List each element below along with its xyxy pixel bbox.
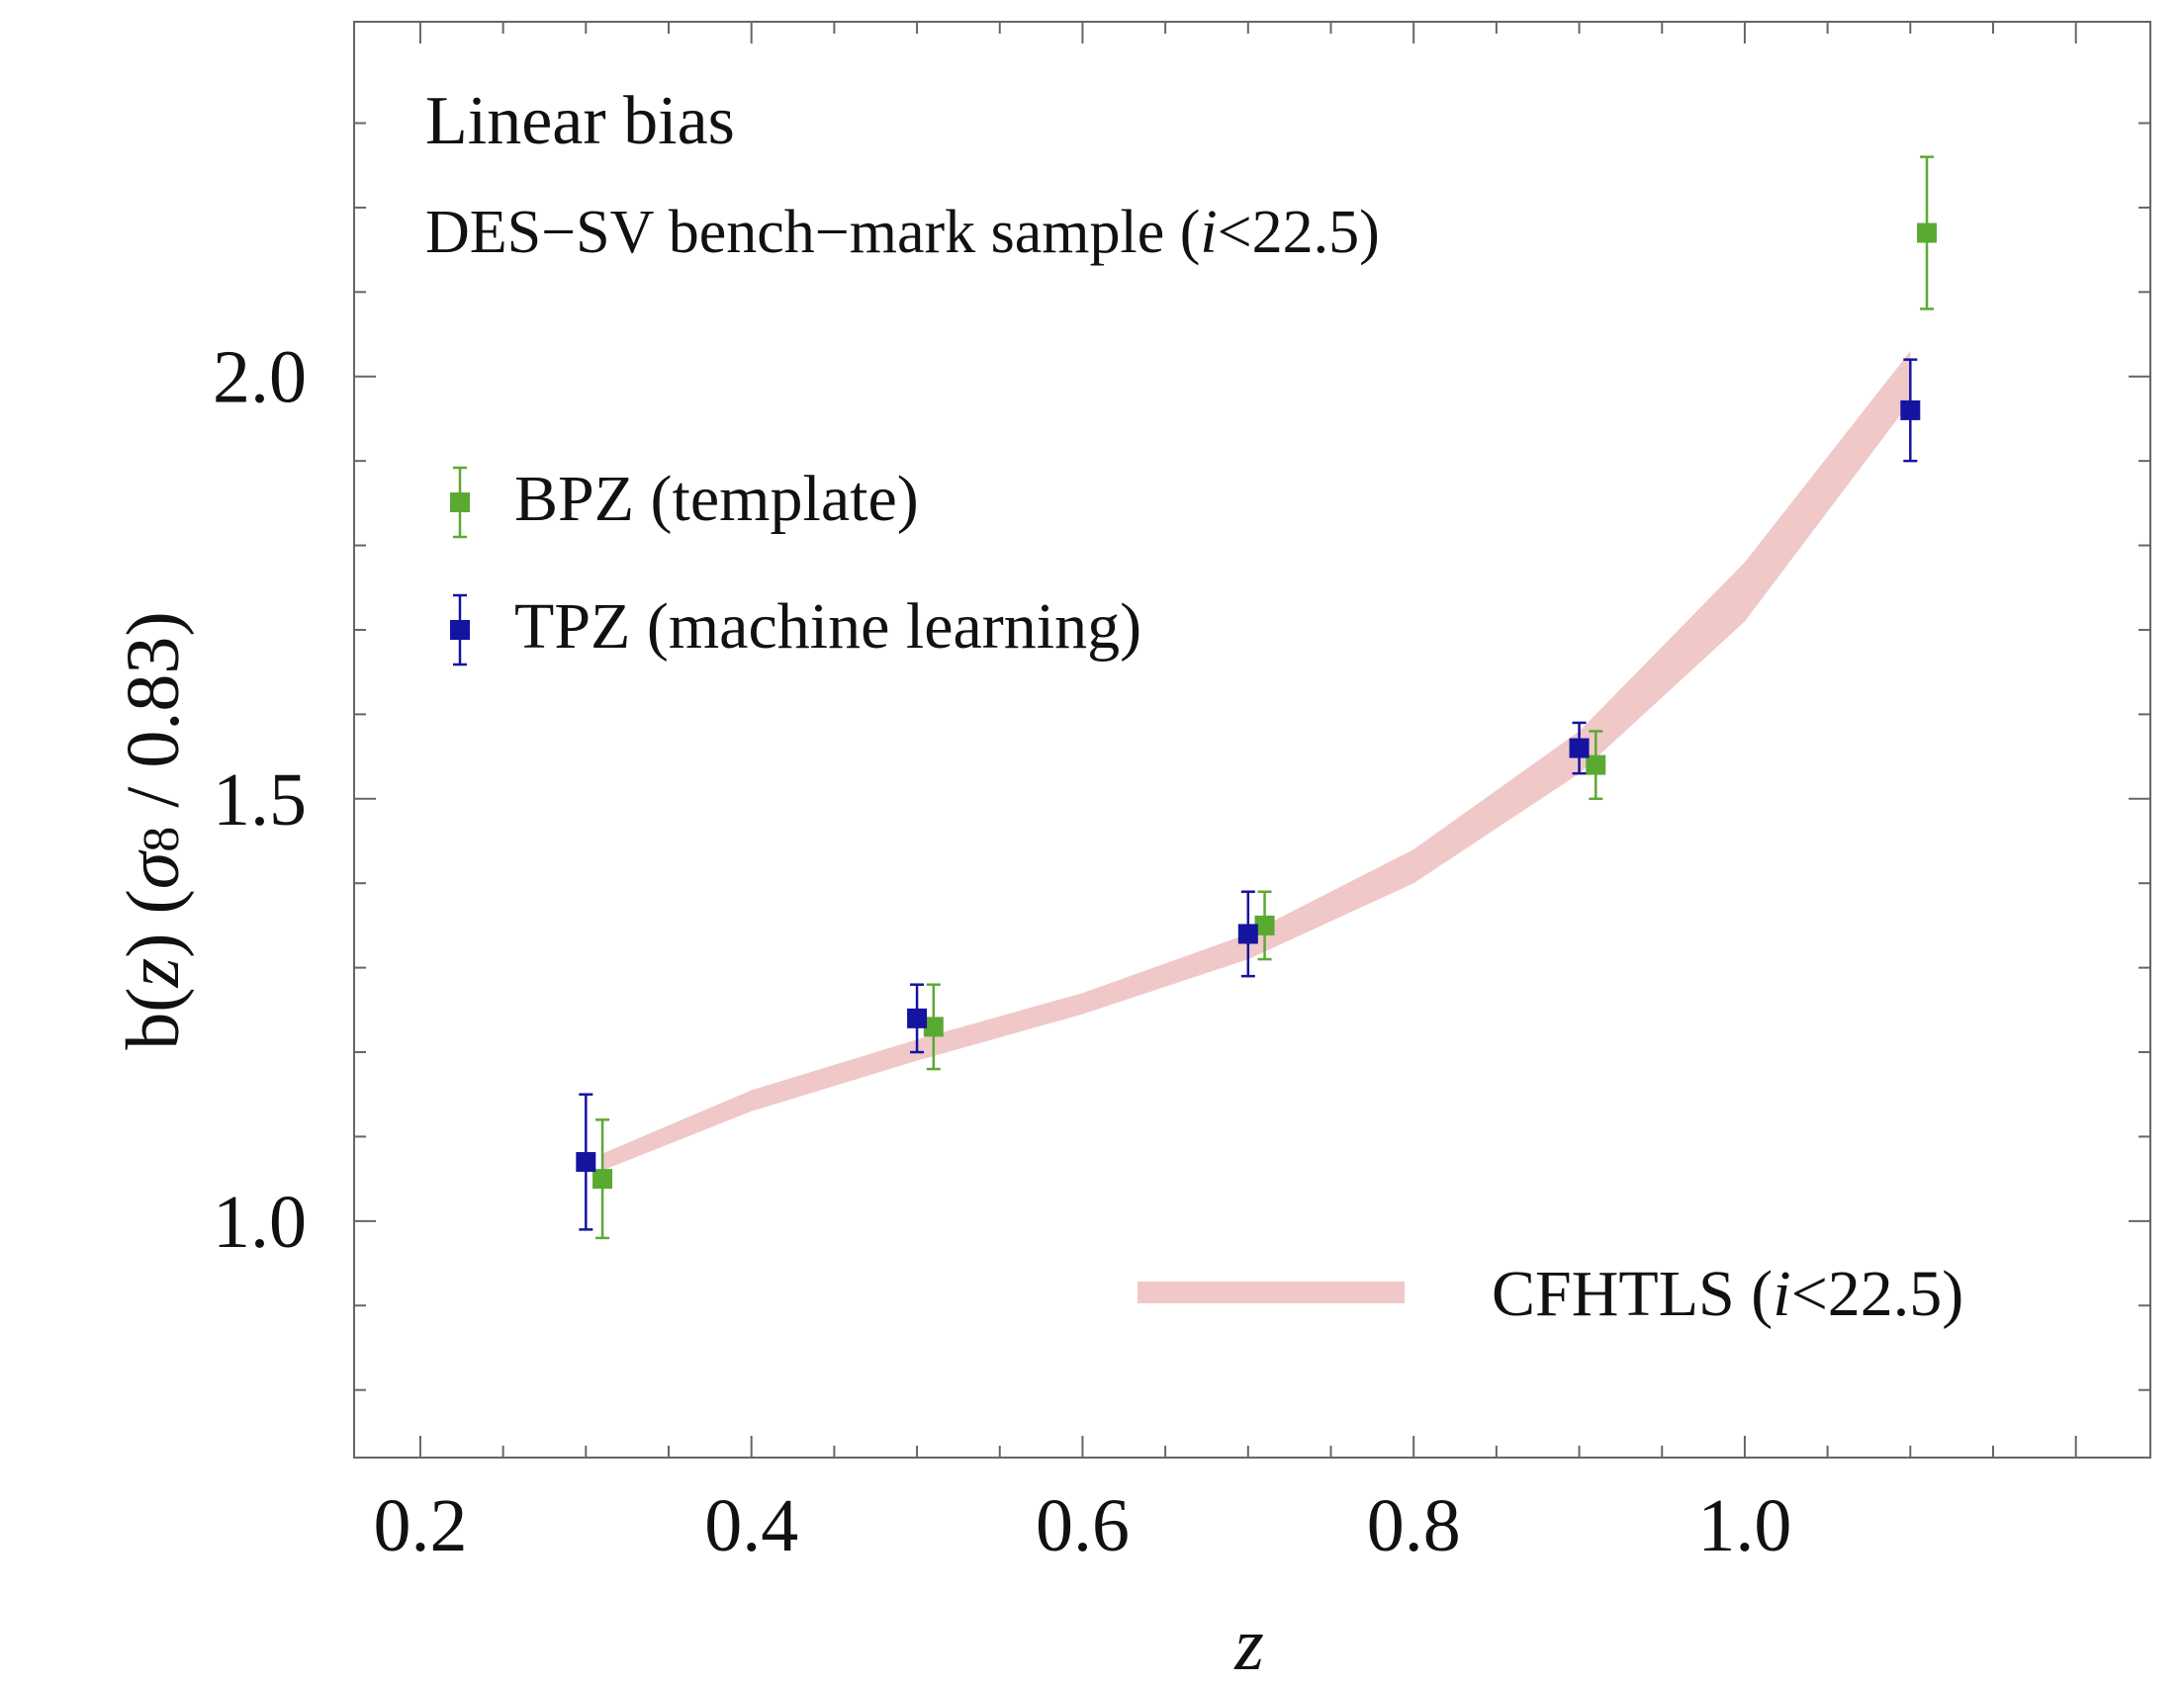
marker	[1917, 222, 1938, 243]
bpz-point	[1917, 155, 1938, 310]
marker	[923, 1017, 944, 1037]
legend: BPZ (template) TPZ (machine learning) CF…	[450, 463, 1963, 1330]
marker	[907, 1008, 928, 1028]
bpz-point	[1586, 730, 1606, 801]
legend-tpz-marker	[450, 593, 470, 666]
legend-label-bpz: BPZ (template)	[514, 463, 919, 535]
legend-marker-bpz	[450, 466, 470, 539]
y-tick-label: 1.0	[213, 1181, 307, 1264]
marker	[1254, 915, 1275, 935]
frame-layer: 0.2 0.4 0.6 0.8 1.0 1.0 1.5 2.0	[213, 21, 2151, 1567]
y-tick-label: 1.5	[213, 758, 307, 842]
marker	[592, 1169, 613, 1190]
marker	[576, 1152, 596, 1173]
legend-marker-tpz	[450, 593, 470, 666]
x-tick-label: 0.2	[373, 1484, 467, 1567]
legend-label-cfhtls: CFHTLS (i<22.5)	[1492, 1258, 1963, 1330]
series-layer	[576, 155, 1938, 1240]
bpz-point	[1254, 890, 1275, 961]
x-tick-label: 0.6	[1036, 1484, 1130, 1567]
y-axis-title: b(z) (σ8 / 0.83)	[112, 611, 195, 1049]
marker	[1569, 738, 1590, 758]
tpz-point	[1569, 721, 1590, 775]
tpz-point	[1900, 358, 1921, 463]
marker	[1586, 754, 1606, 775]
x-tick-label: 0.4	[704, 1484, 798, 1567]
x-tick-label: 0.8	[1367, 1484, 1461, 1567]
annotation-sample: DES−SV bench−mark sample (i<22.5)	[425, 199, 1380, 266]
bpz-point	[592, 1118, 613, 1240]
tpz-point	[1237, 890, 1258, 978]
marker	[1237, 924, 1258, 944]
marker	[450, 492, 470, 512]
tpz-point	[907, 983, 928, 1054]
x-tick-label: 1.0	[1697, 1484, 1791, 1567]
plot-frame	[353, 21, 2151, 1459]
legend-bpz-marker	[450, 466, 470, 539]
marker	[1900, 399, 1921, 420]
marker	[450, 620, 470, 640]
x-axis-title: z	[1233, 1603, 1264, 1685]
bpz-point	[923, 983, 944, 1071]
tpz-point	[576, 1093, 596, 1231]
legend-label-tpz: TPZ (machine learning)	[514, 590, 1141, 663]
annotation-linear-bias: Linear bias	[425, 83, 735, 159]
y-tick-label: 2.0	[213, 336, 307, 419]
